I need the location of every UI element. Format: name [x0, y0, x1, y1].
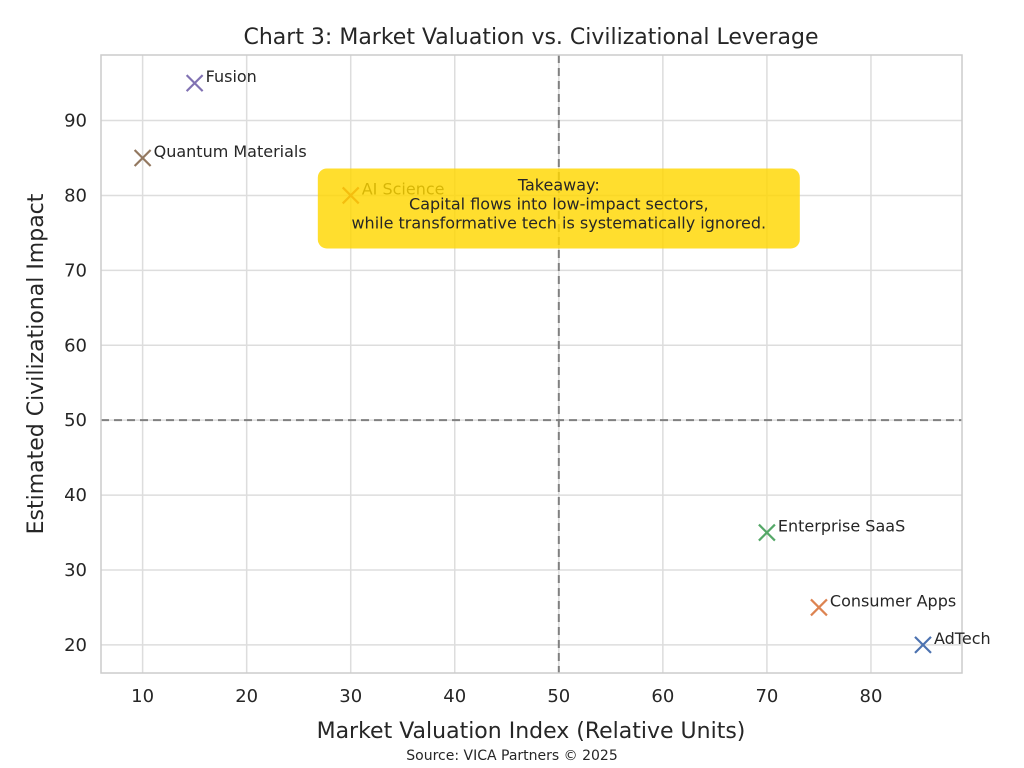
chart-title: Chart 3: Market Valuation vs. Civilizati… [243, 25, 818, 50]
x-tick-label: 70 [755, 686, 778, 707]
y-tick-label: 40 [64, 485, 87, 506]
x-tick-label: 20 [235, 686, 258, 707]
x-tick-label: 40 [443, 686, 466, 707]
callout-line: Capital flows into low-impact sectors, [409, 194, 709, 213]
y-tick-labels: 20 30 40 50 60 70 80 90 [64, 111, 87, 656]
takeaway-callout: Takeaway:Capital flows into low-impact s… [317, 168, 800, 249]
data-point [810, 598, 828, 617]
y-axis-label: Estimated Civilizational Impact [24, 193, 49, 534]
x-tick-label: 50 [547, 686, 570, 707]
x-axis-label: Market Valuation Index (Relative Units) [317, 719, 746, 744]
point-label: Consumer Apps [830, 591, 956, 610]
data-point [133, 149, 152, 167]
callout-line: Takeaway: [517, 175, 600, 194]
point-label: Quantum Materials [154, 142, 307, 161]
data-point [758, 523, 776, 542]
x-tick-labels: 10 20 30 40 50 60 70 80 [131, 686, 882, 707]
y-tick-label: 20 [64, 635, 87, 656]
point-label: Fusion [206, 67, 257, 86]
callout-box [317, 168, 800, 249]
data-point [185, 74, 204, 92]
source-note: Source: VICA Partners © 2025 [406, 748, 617, 764]
x-tick-label: 30 [339, 686, 362, 707]
y-tick-label: 30 [64, 560, 87, 581]
x-tick-label: 60 [651, 686, 674, 707]
x-tick-label: 80 [860, 686, 883, 707]
callout-line: while transformative tech is systematica… [351, 213, 766, 232]
data-point [914, 636, 932, 654]
y-tick-label: 80 [64, 185, 87, 206]
point-label: AdTech [934, 629, 991, 648]
y-tick-label: 50 [64, 410, 87, 431]
y-tick-label: 60 [64, 335, 87, 356]
x-tick-label: 10 [131, 686, 154, 707]
y-tick-label: 90 [64, 111, 87, 132]
y-tick-label: 70 [64, 260, 87, 281]
plot-border [100, 54, 963, 674]
point-label: Enterprise SaaS [778, 517, 905, 536]
reference-lines [101, 55, 962, 673]
